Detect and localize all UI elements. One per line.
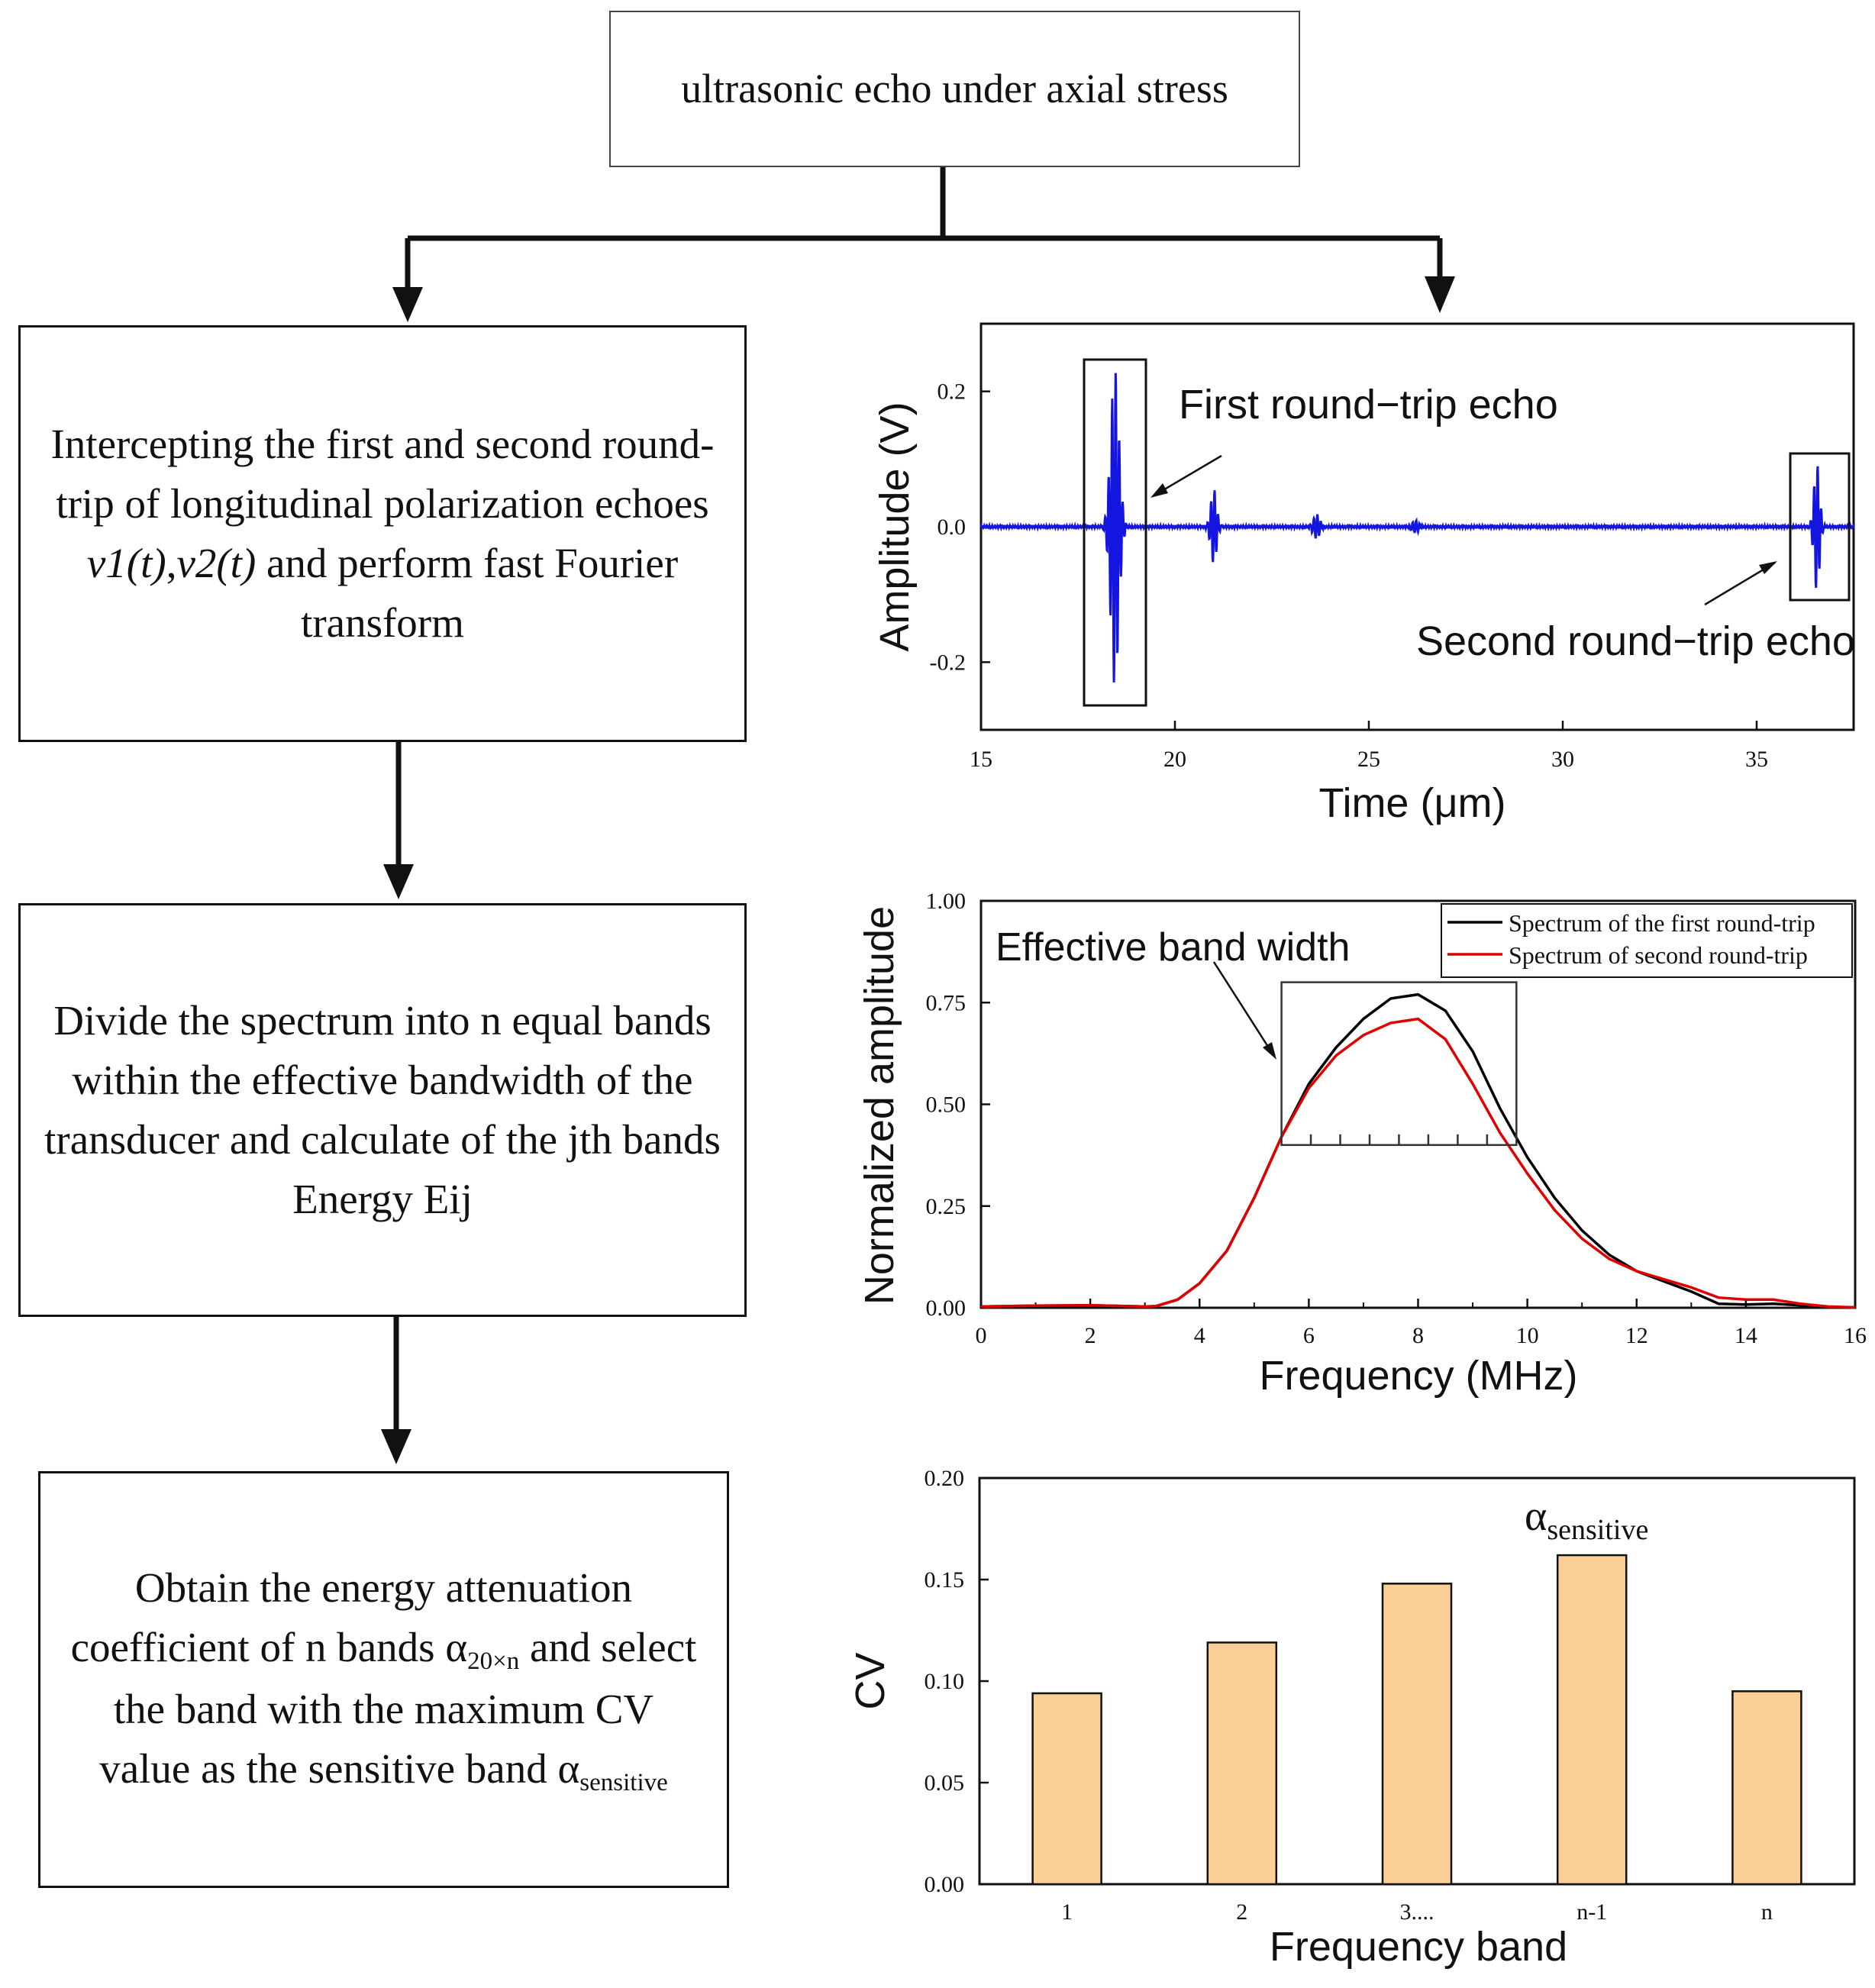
echo-x-tick-label: 30 <box>1551 747 1574 772</box>
spectrum-x-tick-label: 0 <box>976 1323 987 1348</box>
cv-y-tick-label: 0.15 <box>925 1567 965 1593</box>
echo-x-tick-label: 15 <box>970 747 992 772</box>
echo-series-line <box>979 373 1855 683</box>
first-echo-arrowhead <box>1150 483 1168 498</box>
step3-sub-a: 20×n <box>467 1648 520 1676</box>
spectrum-x-tick-label: 8 <box>1412 1323 1424 1348</box>
second-echo-label: Second round−trip echo <box>1416 618 1855 664</box>
cv-x-tick-label: 3.... <box>1400 1899 1434 1925</box>
echo-chart-ticks: 15 20 25 30 35 0.2 0.0 -0.2 <box>930 379 1769 772</box>
top-box: ultrasonic echo under axial stress <box>609 11 1300 167</box>
cv-bar <box>1556 1554 1628 1886</box>
cv-x-tick-label: 1 <box>1061 1899 1073 1925</box>
arrow-to-echo-chart <box>1425 276 1455 313</box>
spectrum-second-line <box>980 1017 1856 1309</box>
cv-y-tick-label: 0.00 <box>925 1872 965 1897</box>
step1-comma: , <box>166 540 177 586</box>
echo-x-tick-label: 20 <box>1163 747 1186 772</box>
spectrum-chart: 0 2 4 6 8 10 12 14 16 0.00 0.25 0.50 0.75 1.00 Effect… <box>857 889 1867 1399</box>
band-label: Effective band width <box>996 925 1350 970</box>
step1-text: Intercepting the first and second round-… <box>44 415 721 653</box>
first-echo-window <box>1083 358 1147 707</box>
step3-text-b: and select the band with the maximum CV … <box>99 1624 697 1793</box>
cv-bar <box>1206 1641 1278 1886</box>
arrow-to-step1 <box>392 287 423 322</box>
step1-v2: v2(t) <box>176 540 257 586</box>
effective-band-rect <box>1280 981 1518 1147</box>
cv-bar <box>1381 1583 1453 1886</box>
effective-band-box <box>1280 981 1518 1147</box>
arrow-to-step2 <box>383 864 414 899</box>
spectrum-x-tick-label: 6 <box>1303 1323 1315 1348</box>
first-echo-label: First round−trip echo <box>1179 382 1558 428</box>
step2-box: Divide the spectrum into n equal bands w… <box>18 903 747 1317</box>
step3-sub-b: sensitive <box>579 1769 668 1797</box>
cv-y-label: CV <box>847 1652 893 1709</box>
cv-x-tick-label: n <box>1761 1899 1773 1925</box>
cv-x-tick-label: 2 <box>1236 1899 1247 1925</box>
legend-second-label: Spectrum of second round-trip <box>1509 941 1808 969</box>
spectrum-x-tick-label: 16 <box>1844 1323 1867 1348</box>
spectrum-y-label: Normalized amplitude <box>857 906 902 1305</box>
spectrum-y-tick-label: 0.50 <box>926 1092 967 1118</box>
cv-bars <box>1031 1554 1802 1886</box>
echo-x-tick-label: 25 <box>1357 747 1380 772</box>
echo-x-label: Time (μm) <box>1318 780 1505 826</box>
step1-text-a: Intercepting the first and second round-… <box>50 420 715 527</box>
step3-text: Obtain the energy attenuation coefficien… <box>63 1558 704 1801</box>
spectrum-x-label: Frequency (MHz) <box>1259 1353 1577 1399</box>
cv-x-tick-label: n-1 <box>1576 1899 1607 1925</box>
spectrum-x-tick-label: 4 <box>1194 1323 1205 1348</box>
spectrum-x-tick-label: 14 <box>1735 1323 1757 1348</box>
step1-text-b: and perform fast Fourier transform <box>256 540 679 647</box>
echo-y-tick-label: 0.0 <box>937 515 967 540</box>
second-echo-arrowhead <box>1759 561 1777 574</box>
cv-bar <box>1731 1690 1802 1886</box>
cv-x-label: Frequency band <box>1270 1924 1567 1970</box>
arrow-to-step3 <box>381 1429 411 1464</box>
top-box-text: ultrasonic echo under axial stress <box>681 66 1228 112</box>
spectrum-y-tick-label: 1.00 <box>926 889 967 914</box>
legend-first-label: Spectrum of the first round-trip <box>1509 909 1815 937</box>
alpha-subscript: sensitive <box>1547 1514 1648 1546</box>
echo-x-tick-label: 35 <box>1745 747 1768 772</box>
spectrum-y-tick-label: 0.25 <box>926 1194 967 1219</box>
spectrum-x-tick-label: 12 <box>1625 1323 1648 1348</box>
spectrum-x-tick-label: 2 <box>1085 1323 1096 1348</box>
echo-y-label: Amplitude (V) <box>872 402 918 651</box>
step3-box: Obtain the energy attenuation coefficien… <box>38 1471 729 1888</box>
spectrum-first-line <box>980 992 1856 1309</box>
echo-y-tick-label: -0.2 <box>930 650 967 675</box>
step1-v1: v1(t) <box>86 540 166 586</box>
band-pointer <box>1212 961 1275 1056</box>
cv-y-tick-label: 0.10 <box>925 1669 965 1694</box>
spectrum-y-tick-label: 0.00 <box>926 1296 967 1321</box>
connectors <box>381 167 1455 1464</box>
second-echo-window <box>1789 452 1851 602</box>
spectrum-y-tick-label: 0.75 <box>926 990 967 1015</box>
cv-bar <box>1031 1692 1102 1886</box>
step2-text: Divide the spectrum into n equal bands w… <box>44 996 721 1223</box>
echo-chart: 15 20 25 30 35 0.2 0.0 -0.2 First round−trip ec… <box>872 322 1855 826</box>
spectrum-x-tick-label: 10 <box>1516 1323 1539 1348</box>
spectrum-legend: Spectrum of the first round-trip Spectru… <box>1441 903 1853 978</box>
cv-chart: 0.00 0.05 0.10 0.15 0.20 1 2 3.... n-1 n αsensiti… <box>847 1466 1856 1970</box>
alpha-label: αsensitive <box>1525 1493 1648 1546</box>
spectrum-chart-ticks: 0 2 4 6 8 10 12 14 16 0.00 0.25 0.50 0.75 1.00 <box>926 889 1867 1348</box>
legend-box <box>1441 903 1853 978</box>
step1-box: Intercepting the first and second round-… <box>18 325 747 742</box>
cv-y-tick-label: 0.05 <box>925 1770 965 1796</box>
echo-y-tick-label: 0.2 <box>937 379 967 405</box>
cv-y-tick-label: 0.20 <box>925 1466 965 1491</box>
alpha-symbol: α <box>1525 1493 1547 1540</box>
step3-text-a: Obtain the energy attenuation coefficien… <box>70 1564 633 1671</box>
band-arrowhead <box>1263 1042 1276 1060</box>
